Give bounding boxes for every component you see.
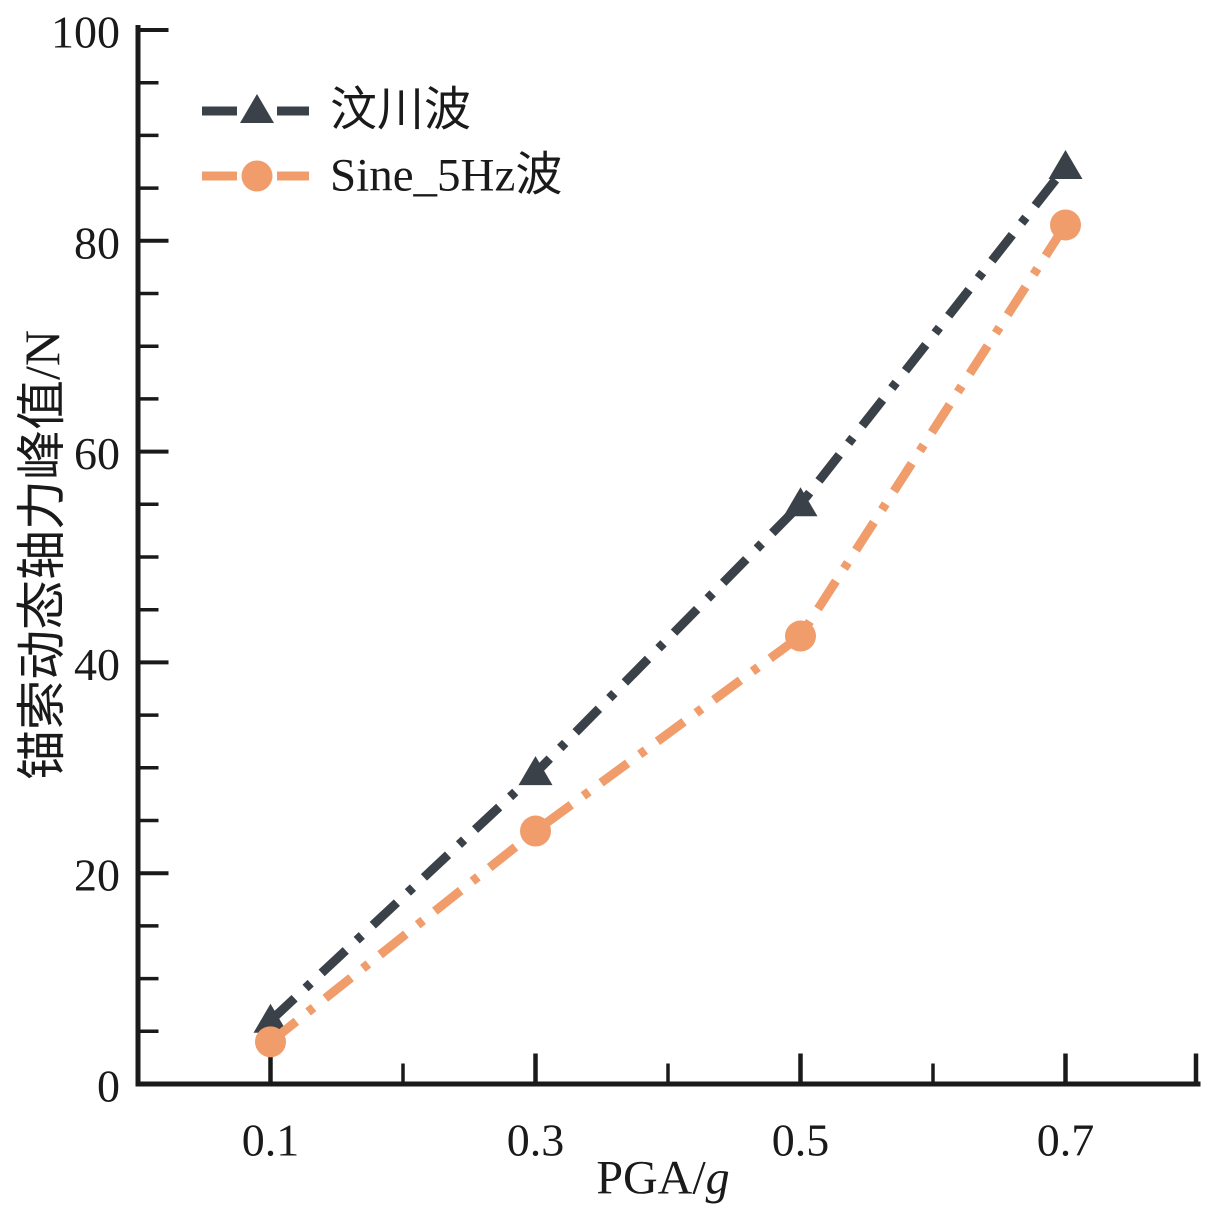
y-axis-title: 锚索动态轴力峰值/N — [2, 330, 74, 780]
legend-label-text: Sine_5Hz波 — [330, 149, 563, 202]
x-tick-label: 0.3 — [507, 1115, 565, 1166]
y-axis-title-text: 锚索动态轴力峰值/N — [14, 330, 70, 780]
y-tick-label: 0 — [97, 1061, 120, 1112]
y-tick-label: 40 — [74, 639, 120, 690]
x-tick-label: 0.5 — [772, 1115, 830, 1166]
y-tick-label: 100 — [51, 7, 120, 58]
series-1-data-point — [255, 1026, 286, 1058]
series-0-data-point — [1048, 150, 1083, 180]
series-0-data-point — [783, 487, 818, 517]
legend-item-sine5hz-label: Sine_5Hz波 — [330, 149, 563, 202]
legend-item-wenchuan-label: 汶川波 — [330, 84, 471, 137]
x-tick-label: 0.1 — [242, 1115, 300, 1166]
series-1-data-point — [1050, 209, 1081, 241]
series-0-data-point — [518, 756, 553, 786]
series-1-line — [267, 222, 1070, 1046]
x-tick-label: 0.7 — [1037, 1115, 1095, 1166]
legend-marker-triangle — [240, 94, 274, 123]
x-axis-title-prefix: PGA/ — [596, 1151, 706, 1205]
x-axis-title-italic-g: g — [705, 1151, 730, 1205]
y-tick-label: 60 — [74, 428, 120, 479]
series-1-data-point — [520, 815, 551, 847]
series-0-line — [267, 164, 1070, 1025]
y-tick-label: 80 — [74, 217, 120, 268]
series-0-data-point — [253, 1003, 288, 1033]
x-axis-title: PGA/g — [596, 1151, 729, 1206]
y-tick-label: 20 — [74, 850, 120, 901]
legend-label-text: 汶川波 — [330, 84, 471, 137]
legend-marker-circle — [241, 160, 273, 192]
series-1-data-point — [785, 620, 816, 652]
